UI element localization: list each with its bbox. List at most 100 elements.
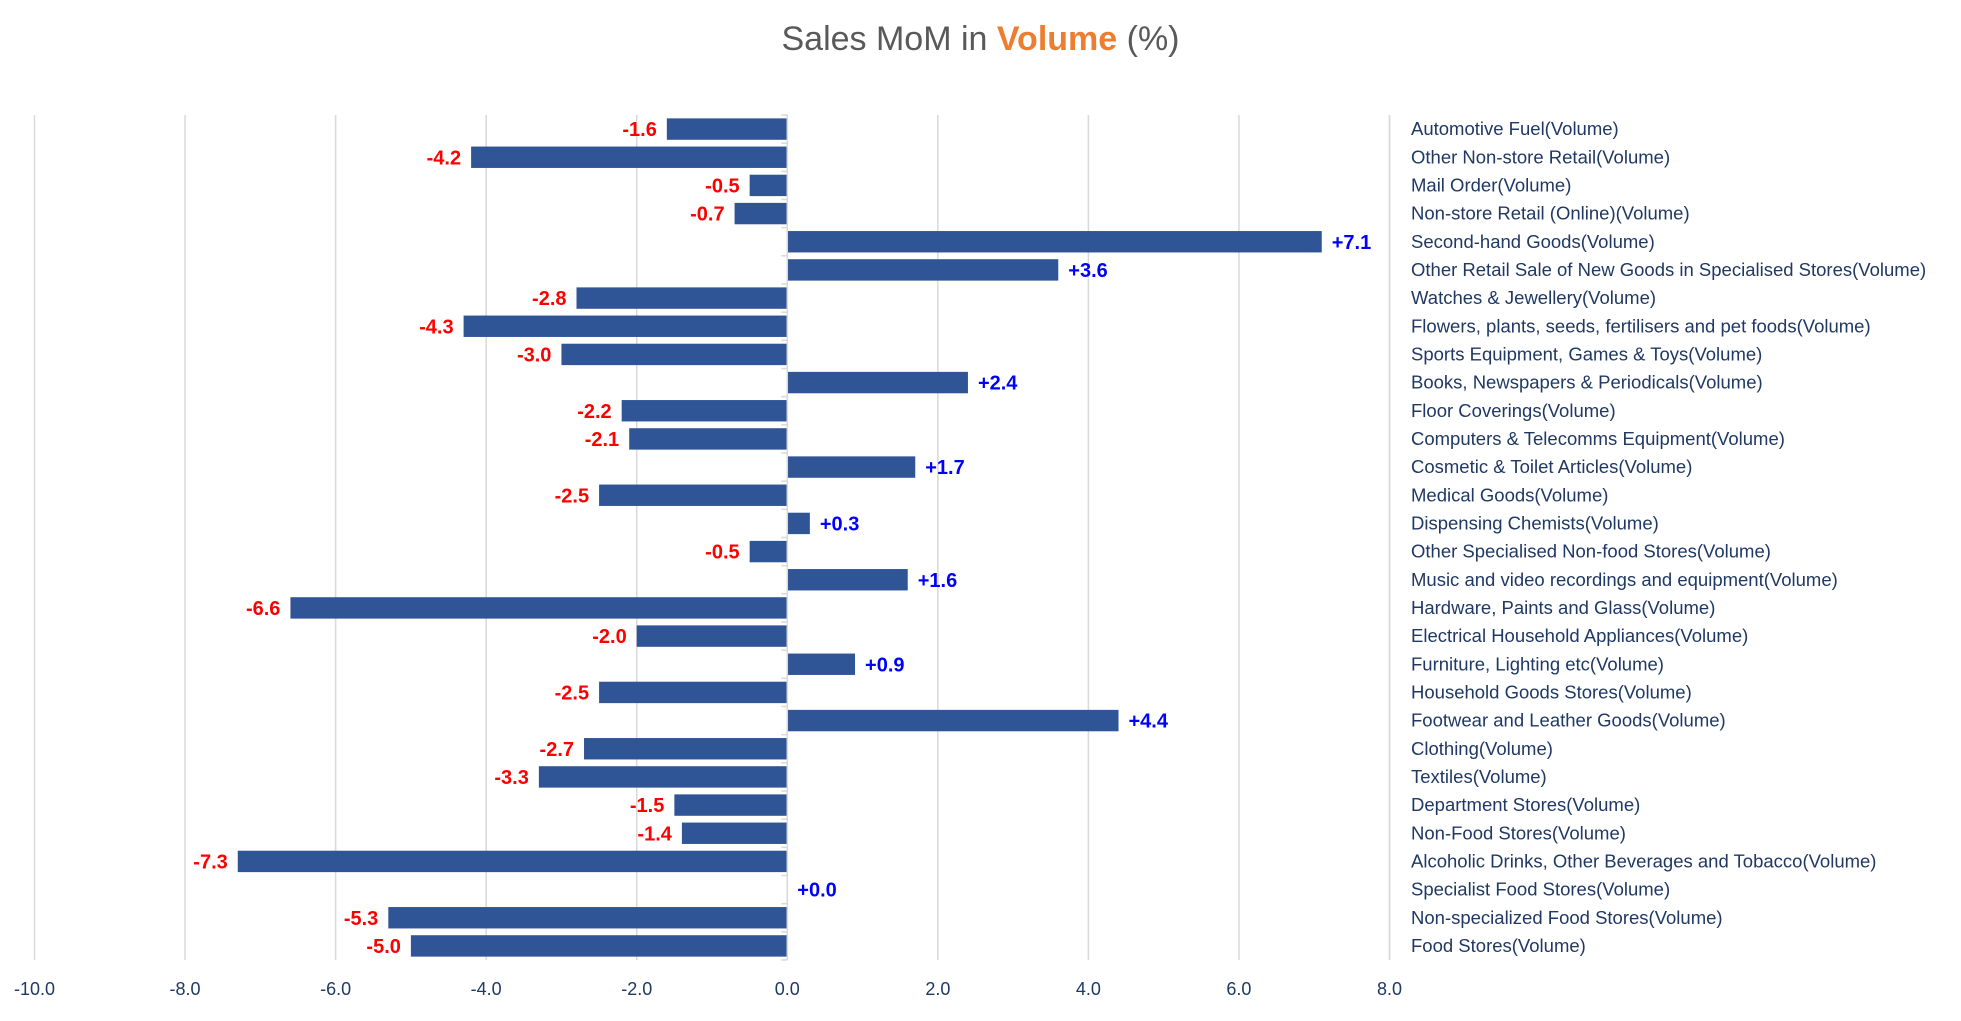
bar	[599, 681, 788, 704]
bar	[787, 371, 968, 394]
data-label: -0.5	[705, 175, 739, 197]
data-label: +1.6	[918, 570, 957, 592]
chart-title-suffix: (%)	[1117, 20, 1180, 58]
category-label: Furniture, Lighting etc(Volume)	[1411, 653, 1664, 674]
category-label: Automotive Fuel(Volume)	[1411, 118, 1619, 139]
bar	[787, 259, 1059, 281]
bar	[629, 428, 788, 450]
x-tick-label: 8.0	[1377, 979, 1402, 999]
bar	[576, 287, 788, 309]
category-label: Other Non-store Retail(Volume)	[1411, 146, 1670, 167]
bar	[599, 484, 788, 506]
data-label: -2.1	[585, 429, 619, 451]
bar	[290, 597, 788, 619]
bar	[463, 315, 788, 337]
x-tick-label: -10.0	[14, 979, 55, 999]
bar	[787, 512, 810, 535]
bar	[538, 766, 788, 788]
data-label: -5.0	[366, 936, 400, 958]
category-label: Second-hand Goods(Volume)	[1411, 231, 1655, 252]
data-label: +7.1	[1332, 232, 1371, 254]
bar	[749, 540, 788, 563]
category-label: Sports Equipment, Games & Toys(Volume)	[1411, 343, 1762, 364]
data-label: -1.6	[622, 119, 656, 141]
x-tick-label: -2.0	[621, 979, 652, 999]
category-label: Non-Food Stores(Volume)	[1411, 822, 1626, 843]
data-label: -2.8	[532, 288, 566, 310]
data-label: -4.3	[419, 316, 453, 338]
bar	[749, 174, 788, 197]
data-label: -2.0	[592, 626, 626, 648]
bar	[674, 794, 788, 816]
category-label: Music and video recordings and equipment…	[1411, 569, 1838, 590]
data-label: -0.7	[690, 204, 724, 226]
data-label: +0.9	[865, 654, 904, 676]
category-label: Footwear and Leather Goods(Volume)	[1411, 710, 1726, 731]
category-label: Mail Order(Volume)	[1411, 174, 1571, 195]
category-label: Electrical Household Appliances(Volume)	[1411, 625, 1748, 646]
bar	[584, 738, 788, 760]
category-label: Dispensing Chemists(Volume)	[1411, 512, 1659, 533]
data-label: +1.7	[925, 457, 964, 479]
category-label: Other Specialised Non-food Stores(Volume…	[1411, 541, 1771, 562]
data-label: -3.0	[517, 344, 551, 366]
category-label: Alcoholic Drinks, Other Beverages and To…	[1411, 850, 1876, 871]
category-label: Computers & Telecomms Equipment(Volume)	[1411, 428, 1785, 449]
data-label: -7.3	[193, 851, 227, 873]
data-label: -6.6	[246, 598, 280, 620]
category-label: Floor Coverings(Volume)	[1411, 400, 1616, 421]
category-label: Cosmetic & Toilet Articles(Volume)	[1411, 456, 1692, 477]
category-label: Non-store Retail (Online)(Volume)	[1411, 203, 1690, 224]
data-label: +4.4	[1129, 711, 1169, 733]
data-label: -2.7	[540, 739, 574, 761]
gridlines	[33, 115, 1391, 960]
bar	[787, 653, 856, 675]
data-label: +0.3	[820, 513, 859, 535]
data-label: -1.5	[630, 795, 664, 817]
x-tick-label: 4.0	[1076, 979, 1101, 999]
category-label: Household Goods Stores(Volume)	[1411, 681, 1692, 702]
x-tick-label: 2.0	[925, 979, 950, 999]
data-label: -5.3	[344, 908, 378, 930]
category-label: Clothing(Volume)	[1411, 738, 1553, 759]
category-label: Medical Goods(Volume)	[1411, 484, 1608, 505]
category-label: Hardware, Paints and Glass(Volume)	[1411, 597, 1715, 618]
data-label: -0.5	[705, 542, 739, 564]
bar	[787, 709, 1119, 732]
bar	[787, 231, 1322, 253]
bar	[636, 625, 788, 647]
bar	[471, 146, 788, 168]
data-label: -2.2	[577, 401, 611, 423]
chart-title-prefix: Sales MoM in	[781, 20, 997, 58]
bar	[561, 343, 788, 366]
bar	[666, 118, 788, 140]
bar	[734, 202, 788, 225]
data-labels: -1.6 -4.2 -0.5 -0.7 +7.1 +3.6 -2.8 -4.3 -3.0 +2.4…	[193, 119, 1371, 958]
x-axis-ticks: -10.0 -8.0 -6.0 -4.0 -2.0 0.0 2.0 4.0 6.0 8.0	[14, 979, 1402, 999]
category-label: Other Retail Sale of New Goods in Specia…	[1411, 259, 1926, 280]
category-label: Flowers, plants, seeds, fertilisers and …	[1411, 315, 1871, 336]
x-tick-label: -6.0	[320, 979, 351, 999]
bar	[787, 569, 908, 591]
category-label: Books, Newspapers & Periodicals(Volume)	[1411, 372, 1763, 393]
bar	[410, 935, 788, 957]
category-label: Textiles(Volume)	[1411, 766, 1547, 787]
data-label: -2.5	[555, 485, 589, 507]
data-label: -4.2	[427, 147, 461, 169]
category-label: Specialist Food Stores(Volume)	[1411, 879, 1670, 900]
data-label: +0.0	[797, 880, 836, 902]
category-label: Watches & Jewellery(Volume)	[1411, 287, 1656, 308]
bar	[237, 850, 788, 873]
data-label: +3.6	[1068, 260, 1107, 282]
bar	[681, 822, 788, 844]
data-label: -3.3	[494, 767, 528, 789]
category-label: Department Stores(Volume)	[1411, 794, 1640, 815]
bars	[237, 118, 1322, 957]
chart-title: Sales MoM in Volume (%)	[0, 20, 1961, 59]
x-tick-label: -4.0	[471, 979, 502, 999]
x-tick-label: 0.0	[775, 979, 800, 999]
data-label: +2.4	[978, 373, 1018, 395]
bar	[787, 456, 916, 478]
category-label: Non-specialized Food Stores(Volume)	[1411, 907, 1723, 928]
